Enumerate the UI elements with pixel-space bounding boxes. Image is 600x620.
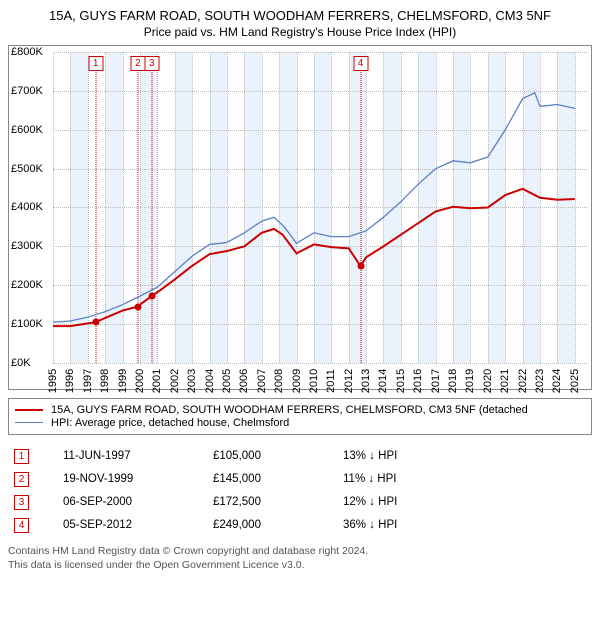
y-axis-label: £400K bbox=[11, 201, 43, 213]
x-axis-label: 2011 bbox=[325, 369, 337, 393]
x-axis-label: 1998 bbox=[99, 369, 111, 393]
x-axis-label: 2017 bbox=[430, 369, 442, 393]
x-axis-label: 2010 bbox=[308, 369, 320, 393]
transaction-price: £145,000 bbox=[213, 473, 343, 485]
x-axis-label: 2004 bbox=[204, 369, 216, 393]
transaction-marker: 2 bbox=[14, 472, 29, 487]
x-axis-label: 1995 bbox=[47, 369, 59, 393]
transaction-price: £105,000 bbox=[213, 450, 343, 462]
legend-row: 15A, GUYS FARM ROAD, SOUTH WOODHAM FERRE… bbox=[15, 404, 585, 416]
x-axis-label: 1996 bbox=[64, 369, 76, 393]
footer-line2: This data is licensed under the Open Gov… bbox=[8, 559, 592, 573]
x-axis-label: 2013 bbox=[360, 369, 372, 393]
transaction-row: 3 06-SEP-2000£172,50012% ↓ HPI bbox=[8, 491, 592, 514]
x-axis-label: 2023 bbox=[534, 369, 546, 393]
x-axis-label: 2005 bbox=[221, 369, 233, 393]
x-axis-label: 1997 bbox=[82, 369, 94, 393]
transaction-row: 4 05-SEP-2012£249,00036% ↓ HPI bbox=[8, 514, 592, 537]
x-axis-label: 2021 bbox=[499, 369, 511, 393]
transaction-marker: 4 bbox=[14, 518, 29, 533]
x-axis-label: 2016 bbox=[412, 369, 424, 393]
transaction-row: 2 19-NOV-1999£145,00011% ↓ HPI bbox=[8, 468, 592, 491]
y-axis-label: £200K bbox=[11, 279, 43, 291]
transaction-marker: 1 bbox=[14, 449, 29, 464]
y-axis-label: £0K bbox=[11, 357, 31, 369]
transaction-delta: 12% ↓ HPI bbox=[343, 496, 453, 508]
legend-label: HPI: Average price, detached house, Chel… bbox=[51, 417, 289, 429]
chart-container: 1234 £0K £100K £200K £300K £400K £500K £600K £7… bbox=[8, 45, 592, 390]
series-svg bbox=[53, 52, 587, 363]
y-axis-label: £800K bbox=[11, 46, 43, 58]
transactions-table: 1 11-JUN-1997£105,00013% ↓ HPI 2 19-NOV-199… bbox=[8, 445, 592, 537]
transaction-date: 19-NOV-1999 bbox=[63, 473, 213, 485]
x-axis-label: 2018 bbox=[447, 369, 459, 393]
y-axis-label: £300K bbox=[11, 240, 43, 252]
x-axis-label: 2000 bbox=[134, 369, 146, 393]
transaction-delta: 13% ↓ HPI bbox=[343, 450, 453, 462]
transaction-price: £249,000 bbox=[213, 519, 343, 531]
x-axis-label: 2001 bbox=[151, 369, 163, 393]
legend-label: 15A, GUYS FARM ROAD, SOUTH WOODHAM FERRE… bbox=[51, 404, 528, 416]
x-axis-label: 2024 bbox=[551, 369, 563, 393]
transaction-date: 05-SEP-2012 bbox=[63, 519, 213, 531]
x-axis-label: 2009 bbox=[291, 369, 303, 393]
footer-line1: Contains HM Land Registry data © Crown c… bbox=[8, 545, 592, 559]
y-axis-label: £600K bbox=[11, 124, 43, 136]
chart-title-line2: Price paid vs. HM Land Registry's House … bbox=[8, 25, 592, 39]
series-property bbox=[53, 189, 575, 326]
x-axis-label: 2003 bbox=[186, 369, 198, 393]
transaction-date: 06-SEP-2000 bbox=[63, 496, 213, 508]
attribution-footer: Contains HM Land Registry data © Crown c… bbox=[8, 545, 592, 572]
series-hpi bbox=[53, 93, 575, 322]
gridline bbox=[53, 363, 587, 364]
x-axis-label: 1999 bbox=[117, 369, 129, 393]
transaction-price: £172,500 bbox=[213, 496, 343, 508]
transaction-row: 1 11-JUN-1997£105,00013% ↓ HPI bbox=[8, 445, 592, 468]
x-axis-label: 2022 bbox=[517, 369, 529, 393]
transaction-date: 11-JUN-1997 bbox=[63, 450, 213, 462]
plot-area: 1234 bbox=[53, 52, 587, 363]
x-axis-label: 2007 bbox=[256, 369, 268, 393]
y-axis-label: £700K bbox=[11, 85, 43, 97]
x-axis-label: 2025 bbox=[569, 369, 581, 393]
legend: 15A, GUYS FARM ROAD, SOUTH WOODHAM FERRE… bbox=[8, 398, 592, 435]
transaction-delta: 11% ↓ HPI bbox=[343, 473, 453, 485]
transaction-marker: 3 bbox=[14, 495, 29, 510]
x-axis-label: 2008 bbox=[273, 369, 285, 393]
chart-title-line1: 15A, GUYS FARM ROAD, SOUTH WOODHAM FERRE… bbox=[8, 8, 592, 25]
x-axis-label: 2006 bbox=[238, 369, 250, 393]
x-axis-label: 2012 bbox=[343, 369, 355, 393]
x-axis-label: 2019 bbox=[464, 369, 476, 393]
transaction-delta: 36% ↓ HPI bbox=[343, 519, 453, 531]
y-axis-label: £500K bbox=[11, 163, 43, 175]
x-axis-label: 2015 bbox=[395, 369, 407, 393]
x-axis-label: 2002 bbox=[169, 369, 181, 393]
legend-swatch bbox=[15, 409, 43, 411]
legend-row: HPI: Average price, detached house, Chel… bbox=[15, 417, 585, 429]
legend-swatch bbox=[15, 422, 43, 423]
x-axis-label: 2020 bbox=[482, 369, 494, 393]
x-axis-label: 2014 bbox=[377, 369, 389, 393]
y-axis-label: £100K bbox=[11, 318, 43, 330]
